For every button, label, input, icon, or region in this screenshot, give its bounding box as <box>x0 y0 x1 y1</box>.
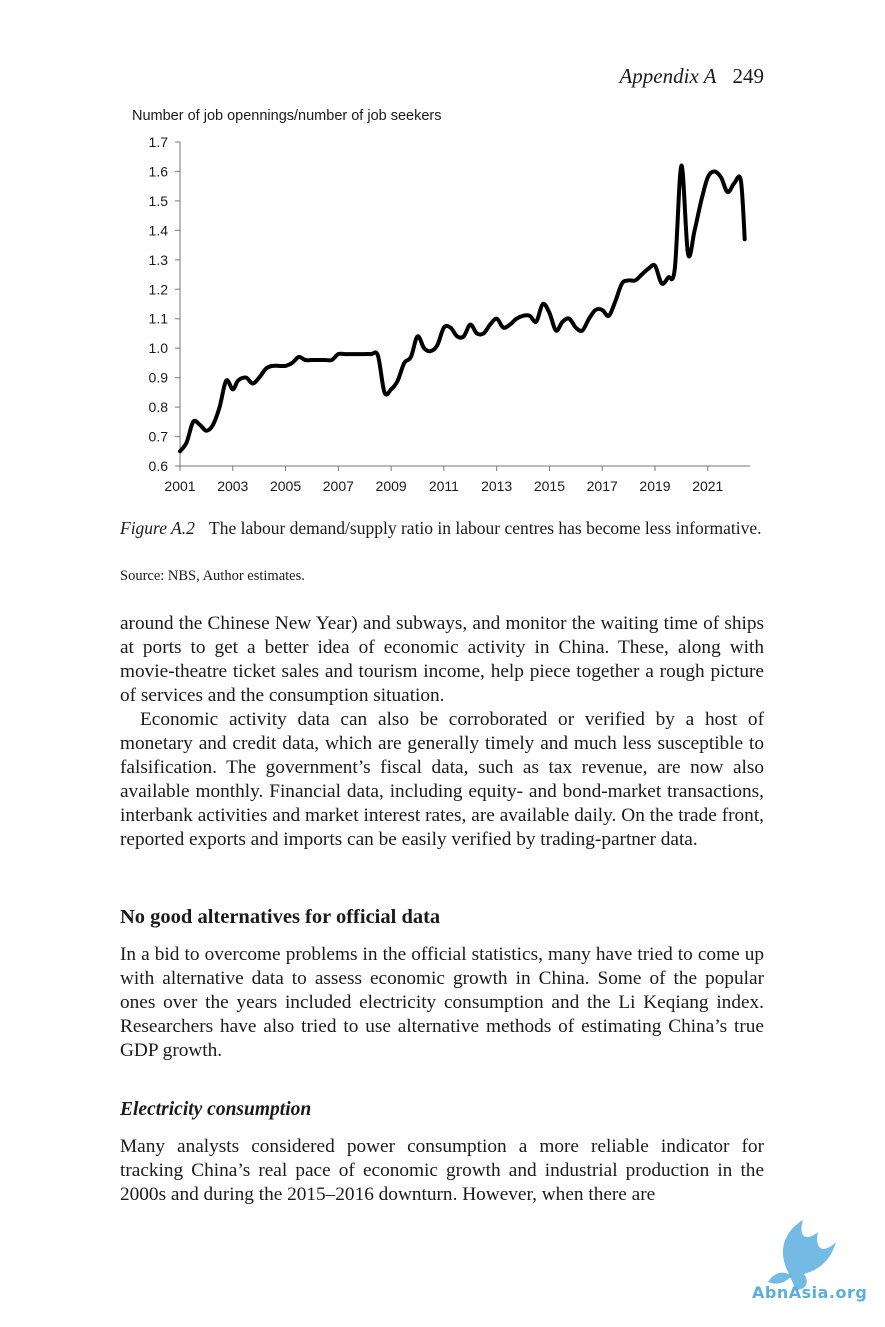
y-tick-label: 1.5 <box>149 193 169 209</box>
y-tick-label: 0.9 <box>149 370 169 386</box>
x-tick-label: 2017 <box>587 478 618 494</box>
y-tick-label: 1.3 <box>149 252 169 268</box>
y-tick-label: 1.0 <box>149 340 169 356</box>
figure-label: Figure A.2 <box>120 518 195 538</box>
y-tick-label: 1.6 <box>149 163 169 179</box>
series-line <box>178 163 747 454</box>
y-tick-label: 1.7 <box>149 134 169 150</box>
section-heading: No good alternatives for official data <box>120 906 441 928</box>
x-tick-label: 2007 <box>323 478 354 494</box>
x-axis-ticks: 2001 2003 2005 2007 2009 2011 2013 2015 2017 2019… <box>164 466 724 494</box>
y-tick-label: 0.6 <box>149 458 169 474</box>
x-tick-label: 2021 <box>692 478 723 494</box>
figure-caption: Figure A.2 The labour demand/supply rati… <box>120 518 765 538</box>
y-tick-label: 0.7 <box>149 429 169 445</box>
running-header-section: Appendix A <box>619 64 717 88</box>
watermark-logo-icon <box>768 1220 836 1290</box>
y-tick-label: 0.8 <box>149 399 169 415</box>
y-tick-label: 1.4 <box>149 222 169 238</box>
x-tick-label: 2019 <box>639 478 670 494</box>
line-chart: Number of job opennings/number of job se… <box>132 108 750 494</box>
chart-axes <box>179 142 750 467</box>
y-axis-ticks: 0.6 0.7 0.8 0.9 1.0 1.1 1.2 1.3 1.4 1.5 1.6 1.7 <box>149 134 180 474</box>
y-axis-label: Number of job opennings/number of job se… <box>132 108 442 124</box>
watermark-text: AbnAsia.org <box>752 1283 868 1302</box>
body-paragraph-4: Many analysts considered power consumpti… <box>120 1136 764 1205</box>
x-tick-label: 2011 <box>429 478 459 494</box>
x-tick-label: 2015 <box>534 478 565 494</box>
running-header: Appendix A 249 <box>619 64 764 89</box>
figure-source: Source: NBS, Author estimates. <box>120 568 305 584</box>
body-paragraph-2: Economic activity data can also be corro… <box>120 709 764 850</box>
x-tick-label: 2005 <box>270 478 301 494</box>
body-paragraph-1: around the Chinese New Year) and subways… <box>120 613 764 706</box>
x-tick-label: 2009 <box>376 478 407 494</box>
page-number: 249 <box>732 64 765 88</box>
subsection-heading: Electricity consumption <box>120 1099 312 1120</box>
x-tick-label: 2001 <box>164 478 195 494</box>
x-tick-label: 2013 <box>481 478 512 494</box>
figure-caption-text: The labour demand/supply ratio in labour… <box>209 518 762 538</box>
body-paragraph-3: In a bid to overcome problems in the off… <box>120 944 764 1061</box>
y-tick-label: 1.2 <box>149 281 169 297</box>
y-tick-label: 1.1 <box>149 311 169 327</box>
x-tick-label: 2003 <box>217 478 248 494</box>
